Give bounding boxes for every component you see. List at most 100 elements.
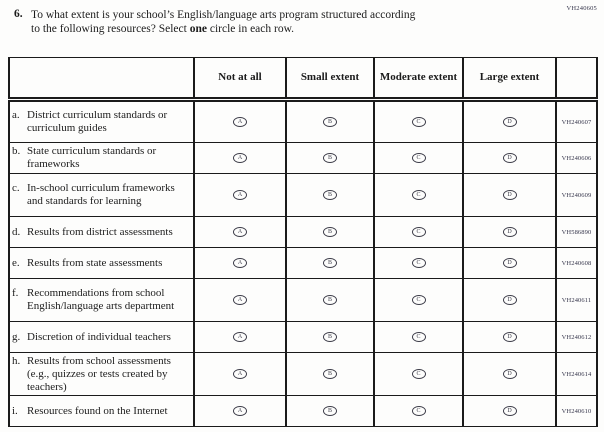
row-label-cell: i. Resources found on the Internet: [8, 395, 195, 427]
row-label: Results from state assessments: [27, 256, 163, 269]
option-cell: D: [462, 395, 557, 427]
question-text: To what extent is your school’s English/…: [31, 8, 554, 36]
option-cell: C: [373, 395, 464, 427]
answer-circle-moderate-extent[interactable]: C: [411, 369, 426, 380]
answer-circle-not-at-all[interactable]: A: [233, 295, 247, 306]
answer-circle-not-at-all[interactable]: A: [233, 227, 247, 238]
option-cell: D: [462, 321, 557, 353]
row-label-cell: d. Results from district assessments: [8, 216, 195, 248]
table-row: e. Results from state assessments A B C D…: [8, 247, 598, 279]
option-cell: C: [373, 247, 464, 279]
table-corner-cell: [8, 57, 195, 102]
row-letter: b.: [12, 145, 21, 157]
row-code: VH240610: [555, 395, 598, 427]
answer-circle-large-extent[interactable]: D: [502, 227, 517, 238]
question-block: 6. To what extent is your school’s Engli…: [14, 8, 554, 36]
answer-circle-large-extent[interactable]: D: [502, 153, 517, 164]
row-label: District curriculum standards or curricu…: [27, 109, 168, 134]
answer-circle-small-extent[interactable]: B: [323, 332, 337, 343]
option-cell: D: [462, 278, 557, 322]
row-code: VH240606: [555, 142, 598, 174]
table-row: b. State curriculum standards or framewor…: [8, 142, 598, 174]
option-cell: A: [193, 173, 287, 217]
row-letter: d.: [12, 225, 21, 238]
row-label-cell: e. Results from state assessments: [8, 247, 195, 279]
table-row: g. Discretion of individual teachers A B …: [8, 321, 598, 353]
answer-circle-not-at-all[interactable]: A: [233, 369, 247, 380]
row-code: VH240609: [555, 173, 598, 217]
option-cell: A: [193, 395, 287, 427]
option-cell: A: [193, 278, 287, 322]
option-cell: A: [193, 99, 287, 143]
answer-circle-moderate-extent[interactable]: C: [411, 332, 426, 343]
option-cell: A: [193, 352, 287, 396]
answer-circle-small-extent[interactable]: B: [323, 295, 337, 306]
answer-circle-not-at-all[interactable]: A: [233, 406, 247, 417]
question-line1: To what extent is your school’s English/…: [31, 9, 416, 21]
option-cell: A: [193, 247, 287, 279]
answer-circle-moderate-extent[interactable]: C: [411, 227, 426, 238]
row-label-cell: f. Recommendations from school English/la…: [8, 278, 195, 322]
answer-circle-small-extent[interactable]: B: [323, 153, 337, 164]
question-id-code: VH240605: [566, 5, 597, 12]
answer-circle-small-extent[interactable]: B: [323, 258, 337, 269]
answer-circle-small-extent[interactable]: B: [323, 117, 337, 128]
answer-circle-small-extent[interactable]: B: [323, 369, 337, 380]
table-row: c. In-school curriculum frameworks and st…: [8, 173, 598, 217]
option-cell: C: [373, 352, 464, 396]
table-row: i. Resources found on the Internet A B C …: [8, 395, 598, 427]
option-cell: A: [193, 142, 287, 174]
option-cell: D: [462, 99, 557, 143]
row-code: VH240607: [555, 99, 598, 143]
row-label: Results from district assessments: [27, 225, 173, 238]
option-cell: C: [373, 173, 464, 217]
row-code: VH240611: [555, 278, 598, 322]
row-letter: g.: [12, 330, 21, 343]
row-letter: i.: [12, 404, 18, 417]
table-row: h. Results from school assessments (e.g.,…: [8, 352, 598, 396]
option-cell: B: [285, 173, 375, 217]
row-letter: e.: [12, 256, 20, 269]
question-line2-bold: one: [189, 23, 207, 35]
option-cell: B: [285, 278, 375, 322]
answer-circle-small-extent[interactable]: B: [323, 227, 337, 238]
row-label-cell: b. State curriculum standards or framewor…: [8, 142, 195, 174]
answer-circle-large-extent[interactable]: D: [502, 190, 517, 201]
answer-circle-small-extent[interactable]: B: [323, 406, 337, 417]
row-letter: a.: [12, 109, 20, 121]
column-header-small-extent: Small extent: [285, 57, 375, 102]
answer-circle-not-at-all[interactable]: A: [233, 332, 247, 343]
answer-circle-not-at-all[interactable]: A: [233, 258, 247, 269]
answer-circle-moderate-extent[interactable]: C: [411, 117, 426, 128]
option-cell: D: [462, 247, 557, 279]
question-line2-pre: to the following resources? Select: [31, 23, 190, 35]
option-cell: D: [462, 173, 557, 217]
answer-circle-not-at-all[interactable]: A: [233, 190, 247, 201]
answer-circle-not-at-all[interactable]: A: [233, 153, 247, 164]
answer-circle-moderate-extent[interactable]: C: [411, 153, 426, 164]
row-label: Discretion of individual teachers: [27, 330, 171, 343]
answer-circle-small-extent[interactable]: B: [323, 190, 337, 201]
answer-circle-moderate-extent[interactable]: C: [411, 406, 426, 417]
option-cell: C: [373, 321, 464, 353]
answer-circle-not-at-all[interactable]: A: [233, 117, 247, 128]
row-label-cell: a. District curriculum standards or curri…: [8, 99, 195, 143]
answer-circle-moderate-extent[interactable]: C: [411, 258, 426, 269]
table-row: a. District curriculum standards or curri…: [8, 99, 598, 143]
answer-circle-large-extent[interactable]: D: [502, 332, 517, 343]
answer-circle-moderate-extent[interactable]: C: [411, 190, 426, 201]
row-label-cell: h. Results from school assessments (e.g.,…: [8, 352, 195, 396]
answer-circle-large-extent[interactable]: D: [502, 369, 517, 380]
answer-circle-large-extent[interactable]: D: [502, 258, 517, 269]
answer-circle-large-extent[interactable]: D: [502, 295, 517, 306]
option-cell: C: [373, 278, 464, 322]
answer-circle-large-extent[interactable]: D: [502, 117, 517, 128]
response-matrix-table: Not at all Small extent Moderate extent …: [8, 57, 598, 427]
answer-circle-large-extent[interactable]: D: [502, 406, 517, 417]
option-cell: A: [193, 216, 287, 248]
option-cell: D: [462, 216, 557, 248]
row-label: Results from school assessments (e.g., q…: [27, 354, 171, 393]
column-header-not-at-all: Not at all: [193, 57, 287, 102]
answer-circle-moderate-extent[interactable]: C: [411, 295, 426, 306]
